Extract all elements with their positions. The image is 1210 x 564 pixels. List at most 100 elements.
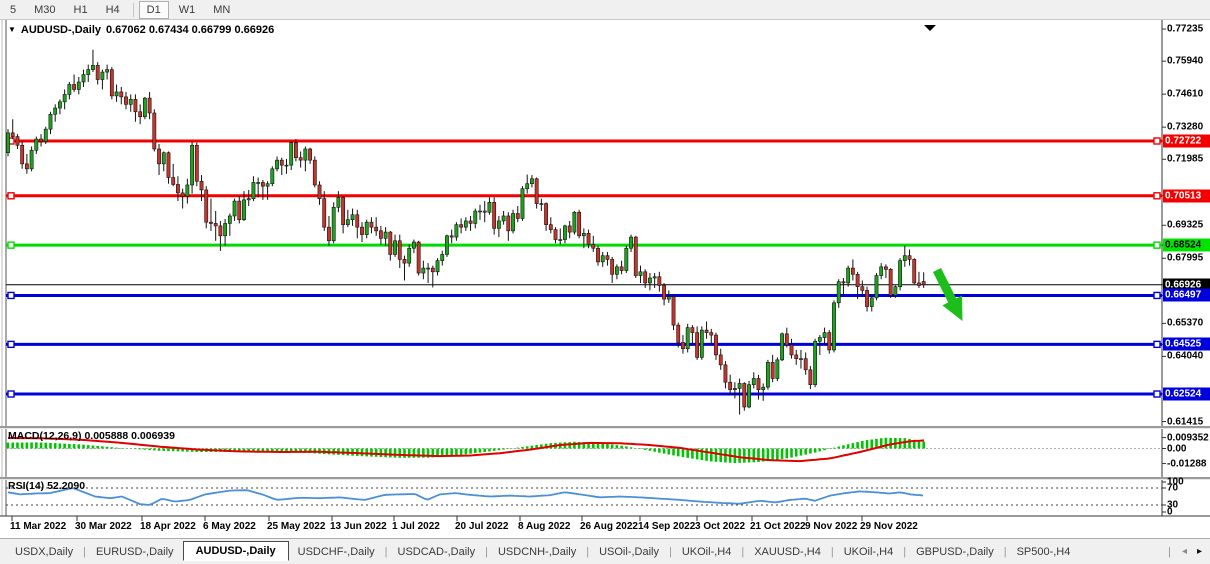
candle-body <box>303 148 308 161</box>
candle-body <box>657 276 662 286</box>
price-tick-label: 0.69325 <box>1167 219 1204 231</box>
chart-tab-usdchf-daily[interactable]: USDCHF-,Daily <box>297 545 375 558</box>
candle-body <box>685 327 690 350</box>
candle-body <box>421 267 426 274</box>
chart-tab-ukoil-h4[interactable]: UKOil-,H4 <box>681 545 732 558</box>
candle-body <box>34 138 39 151</box>
price-tick-label: 0.75940 <box>1167 55 1204 67</box>
candle-body <box>223 223 228 237</box>
candle-body <box>459 224 464 228</box>
candle-body <box>468 220 473 224</box>
candle-body <box>109 69 114 97</box>
candle-body <box>902 255 907 261</box>
candle-body <box>520 188 525 219</box>
tabs-scroll-right-icon[interactable]: ▸ <box>1196 546 1202 557</box>
candle-body <box>515 213 520 219</box>
chart-canvas[interactable] <box>0 20 1210 538</box>
symbol-dropdown-icon[interactable]: ▼ <box>8 24 16 34</box>
candle-body <box>709 332 714 336</box>
candle-body <box>152 112 157 150</box>
tab-separator: | <box>830 545 834 558</box>
panel-separator <box>0 426 1210 428</box>
sell-direction-arrow[interactable] <box>927 265 972 326</box>
candle-body <box>374 226 379 232</box>
date-tick-label: 25 May 2022 <box>267 521 326 532</box>
candle-body <box>157 148 161 165</box>
chart-tab-xauusd-h4[interactable]: XAUUSD-,H4 <box>754 545 821 558</box>
price-level-badge: 0.66926 <box>1163 278 1210 292</box>
date-tick-label: 13 Jun 2022 <box>330 521 387 532</box>
candle-body <box>794 354 799 359</box>
rsi-tick-label: 0 <box>1167 506 1173 518</box>
line-anchor-handle <box>1153 390 1161 398</box>
chart-tab-usdx-daily[interactable]: USDX,Daily <box>15 545 74 558</box>
price-tick-label: 0.67995 <box>1167 252 1204 264</box>
candle-body <box>487 202 492 213</box>
candle-body <box>893 286 898 296</box>
tab-separator: | <box>1003 545 1007 558</box>
date-tick-label: 9 Nov 2022 <box>805 521 858 532</box>
timeframe-button-m30[interactable]: M30 <box>34 3 56 16</box>
tab-separator: | <box>586 545 590 558</box>
timeframe-button-w1[interactable]: W1 <box>178 3 196 16</box>
candle-body <box>190 144 194 186</box>
candle-body <box>813 340 818 385</box>
price-level-badge: 0.66497 <box>1163 288 1210 302</box>
timeframe-button-mn[interactable]: MN <box>213 3 231 16</box>
price-tick-label: 0.64040 <box>1167 350 1204 362</box>
candle-body <box>827 332 832 351</box>
candle-body <box>435 260 440 273</box>
chart-tab-gbpusd-daily[interactable]: GBPUSD-,Daily <box>916 545 994 558</box>
candle-body <box>643 271 648 284</box>
timeframe-button-h4[interactable]: H4 <box>105 3 120 16</box>
candle-body <box>473 210 478 224</box>
candle-body <box>681 342 685 350</box>
price-level-badge: 0.64525 <box>1163 337 1210 351</box>
chart-tab-audusd-daily[interactable]: AUDUSD-,Daily <box>182 540 289 561</box>
candle-body <box>322 198 327 228</box>
candle-body <box>454 224 459 238</box>
date-tick-label: 29 Nov 2022 <box>860 521 918 532</box>
timeframe-button-d1[interactable]: D1 <box>138 0 169 19</box>
chart-tab-usdcnh-daily[interactable]: USDCNH-,Daily <box>497 545 577 558</box>
candle-body <box>742 383 747 408</box>
date-tick-label: 14 Sep 2022 <box>638 521 696 532</box>
candle-body <box>317 184 322 199</box>
line-anchor-handle <box>7 241 15 249</box>
timeframe-button-5[interactable]: 5 <box>10 3 17 16</box>
chart-tab-eurusd-daily[interactable]: EURUSD-,Daily <box>95 545 174 558</box>
candle-body <box>312 159 317 186</box>
candle-body <box>336 197 341 208</box>
candle-body <box>298 157 303 161</box>
rsi-line <box>7 487 924 506</box>
candle-body <box>72 84 76 90</box>
candle-body <box>619 266 624 271</box>
candle-body <box>907 255 912 260</box>
candle-body <box>770 362 775 379</box>
candle-body <box>841 281 846 284</box>
chart-tab-usoil-daily[interactable]: USOil-,Daily <box>599 545 659 558</box>
candle-body <box>265 183 270 187</box>
candle-body <box>15 136 20 146</box>
candle-body <box>836 281 841 304</box>
candle-body <box>279 159 284 166</box>
candle-body <box>912 259 917 284</box>
candle-body <box>803 358 808 371</box>
date-tick-label: 18 Apr 2022 <box>140 521 196 532</box>
candle-body <box>610 259 615 275</box>
chart-tab-sp500-h4[interactable]: SP500-,H4 <box>1016 545 1071 558</box>
candle-body <box>638 271 643 276</box>
candle-body <box>662 285 666 300</box>
candle-body <box>548 224 553 230</box>
chart-tab-ukoil-h4[interactable]: UKOil-,H4 <box>843 545 894 558</box>
candle-body <box>888 269 893 296</box>
chart-tab-usdcad-daily[interactable]: USDCAD-,Daily <box>397 545 476 558</box>
chart-area[interactable]: ▼ AUDUSD-,Daily 0.67062 0.67434 0.66799 … <box>0 20 1210 538</box>
price-tick-label: 0.61415 <box>1167 416 1204 428</box>
candle-body <box>482 210 487 213</box>
tabs-scroll-left-icon[interactable]: ◂ <box>1181 546 1187 557</box>
candle-body <box>874 275 879 299</box>
timeframe-button-h1[interactable]: H1 <box>73 3 88 16</box>
macd-signal-line <box>8 437 925 463</box>
candle-body <box>76 81 81 90</box>
